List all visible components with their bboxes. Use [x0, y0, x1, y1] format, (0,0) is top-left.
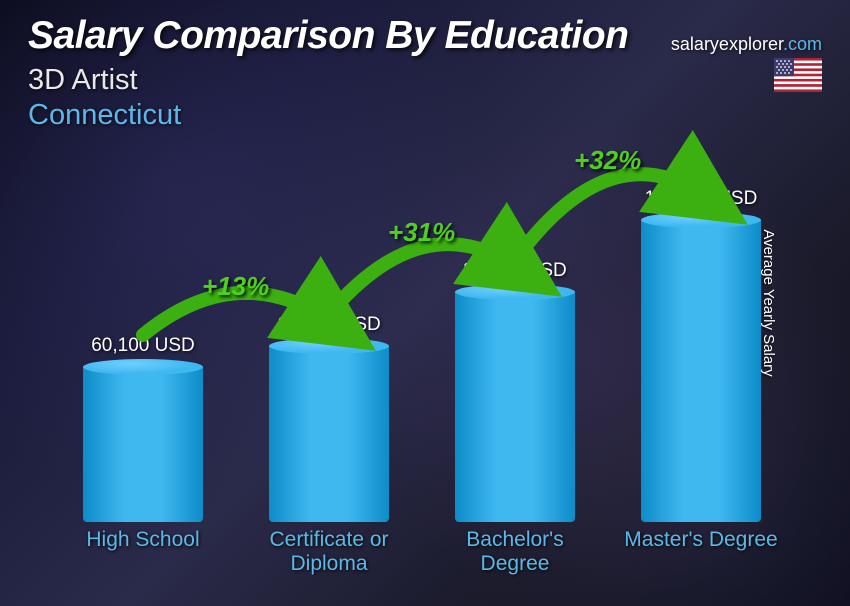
bar-0: 60,100 USD	[68, 335, 218, 522]
subtitle: 3D Artist	[28, 64, 822, 97]
bar-body	[455, 292, 575, 522]
bar-front	[455, 292, 575, 522]
bars-container: 60,100 USD 68,200 USD 89,200 USD 117,000 US…	[50, 160, 794, 522]
increase-percent: +13%	[202, 271, 269, 302]
bar-chart: 60,100 USD 68,200 USD 89,200 USD 117,000 US…	[50, 160, 794, 586]
header: Salary Comparison By Education 3D Artist…	[28, 14, 822, 132]
bar-top-cap	[641, 212, 761, 228]
bar-body	[641, 220, 761, 522]
attribution: salaryexplorer.com	[671, 34, 822, 55]
increase-percent: +31%	[388, 217, 455, 248]
bar-top-cap	[269, 338, 389, 354]
bar-value-label: 117,000 USD	[645, 188, 758, 210]
x-label: Bachelor's Degree	[430, 528, 600, 586]
site-suffix: .com	[783, 34, 822, 54]
bar-2: 89,200 USD	[440, 260, 590, 522]
bar-front	[83, 367, 203, 522]
location: Connecticut	[28, 99, 822, 132]
bar-body	[83, 367, 203, 522]
bar-front	[269, 346, 389, 522]
bar-value-label: 60,100 USD	[91, 335, 195, 357]
increase-percent: +32%	[574, 145, 641, 176]
bar-body	[269, 346, 389, 522]
bar-top-cap	[455, 284, 575, 300]
bar-value-label: 68,200 USD	[277, 314, 381, 336]
bar-value-label: 89,200 USD	[463, 260, 567, 282]
bar-top-cap	[83, 359, 203, 375]
x-label: Master's Degree	[616, 528, 786, 586]
bar-1: 68,200 USD	[254, 314, 404, 522]
xlabels-container: High School Certificate or Diploma Bachelo…	[50, 528, 794, 586]
usa-flag-icon	[774, 58, 822, 92]
site-name: salaryexplorer	[671, 34, 783, 54]
x-label: High School	[58, 528, 228, 586]
bar-front	[641, 220, 761, 522]
x-label: Certificate or Diploma	[244, 528, 414, 586]
bar-3: 117,000 USD	[626, 188, 776, 522]
